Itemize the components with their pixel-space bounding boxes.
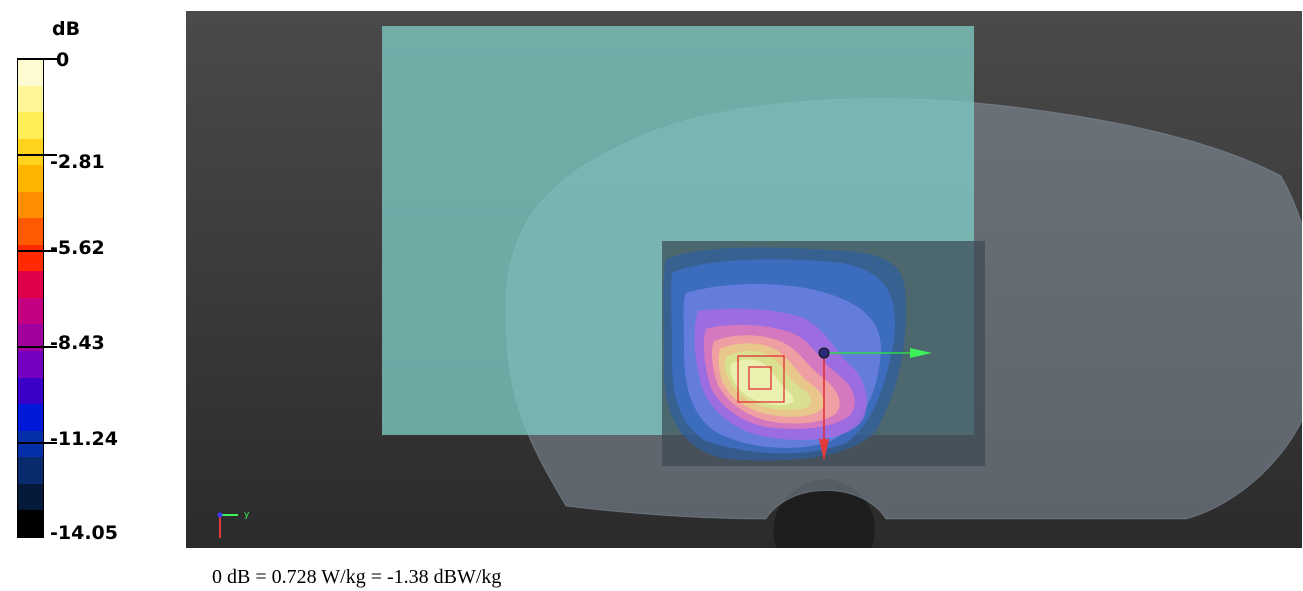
sar-contour-level [730,359,794,405]
colorbar-swatch [18,271,43,298]
colorbar-tick-label: 0 [56,49,70,71]
triad-origin [217,512,223,518]
colorbar-tick-label: -8.43 [50,332,105,354]
colorbar-swatch [18,404,43,431]
colorbar-swatch [18,218,43,245]
colorbar-tick-label: -2.81 [50,151,105,173]
colorbar-tick-label: -5.62 [50,237,105,259]
colorbar [17,58,44,538]
phantom-cutout [773,479,875,548]
x-axis-arrow [819,439,829,461]
colorbar-swatch [18,457,43,484]
origin-marker [818,347,830,359]
colorbar-tick-label: -11.24 [50,428,118,450]
axis-triad: y [217,510,250,538]
triad-y-label: y [244,510,250,520]
sar-3d-view: y [186,11,1302,548]
zoom-scan-box-inner [748,366,772,390]
colorbar-legend: dB 0 -2.81 -5.62 -8.43 -11.24 -14.05 [0,0,180,560]
colorbar-swatch [18,377,43,405]
colorbar-swatch [18,510,43,537]
colorbar-swatch [18,351,43,378]
colorbar-swatch [18,297,43,325]
colorbar-swatch [18,483,43,511]
y-axis-arrow [910,348,932,358]
colorbar-tick [17,442,57,444]
colorbar-tick [17,58,57,60]
colorbar-tick-label: -14.05 [50,522,118,544]
colorbar-swatch [18,138,43,166]
colorbar-tick [17,154,57,156]
colorbar-swatch [18,85,43,113]
zoom-scan-box-outer [737,355,785,403]
colorbar-swatch [18,191,43,219]
sar-distribution [663,247,906,461]
colorbar-tick [17,250,57,252]
colorbar-swatch [18,165,43,192]
colorbar-swatch [18,112,43,139]
colorbar-swatch [18,59,43,86]
caption: 0 dB = 0.728 W/kg = -1.38 dBW/kg [212,566,502,588]
colorbar-tick [17,346,57,348]
colorbar-unit: dB [52,18,81,40]
colorbar-swatch [18,244,43,272]
